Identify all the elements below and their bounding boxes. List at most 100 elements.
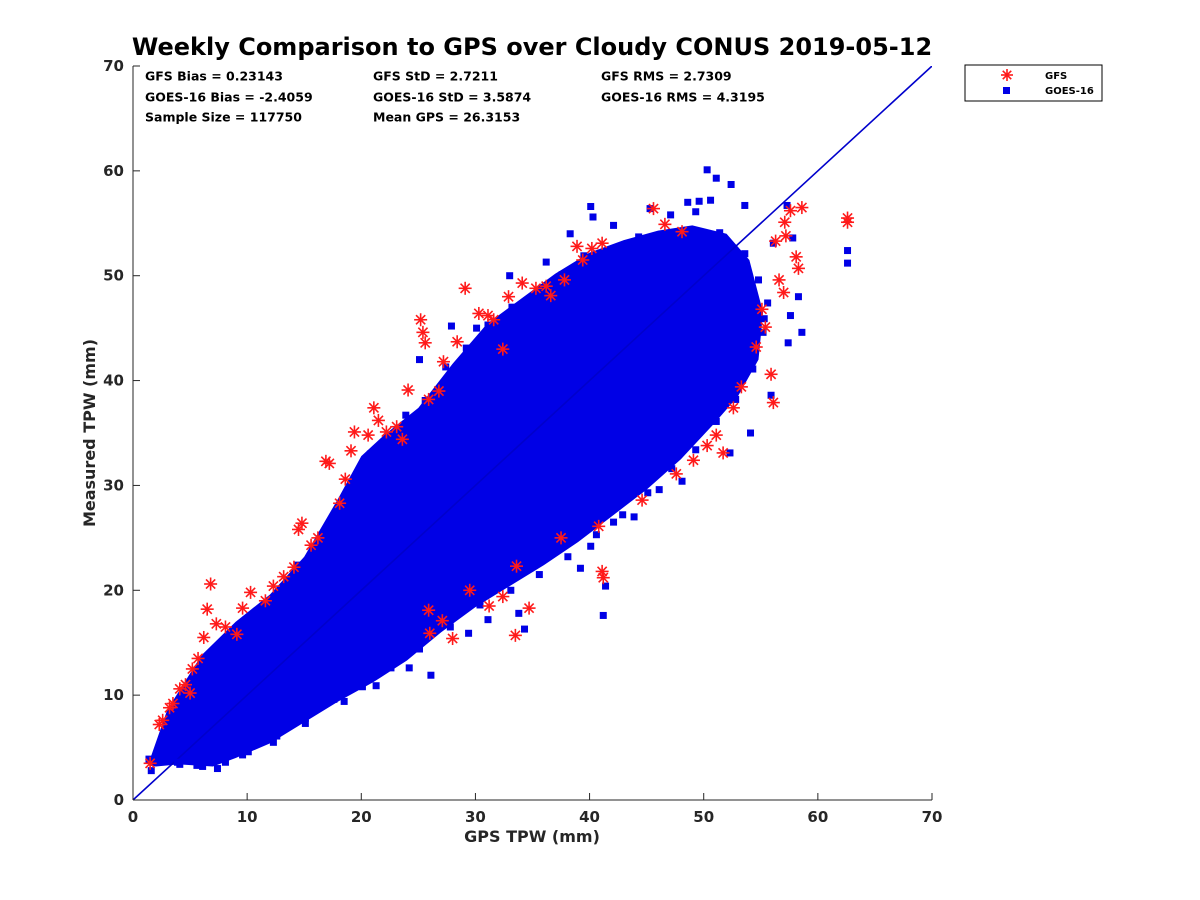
goes16-point: [644, 489, 652, 497]
goes16-point: [542, 258, 550, 266]
goes16-point: [189, 695, 197, 703]
gfs-point: [726, 401, 740, 415]
goes16-point: [353, 476, 361, 484]
reference-line: [133, 66, 932, 800]
gfs-point: [197, 630, 211, 644]
gfs-point: [779, 229, 793, 243]
y-tick-label: 30: [103, 476, 124, 494]
gfs-point: [379, 425, 393, 439]
goes16-point: [535, 571, 543, 579]
goes16-point: [783, 201, 791, 209]
gfs-point: [463, 583, 477, 597]
goes16-point: [764, 299, 772, 307]
x-tick-label: 60: [807, 808, 828, 826]
goes16-point: [273, 732, 281, 740]
gfs-point: [576, 253, 590, 267]
goes16-point: [749, 365, 757, 373]
gfs-point: [544, 289, 558, 303]
goes16-point: [224, 649, 232, 657]
goes16-point: [732, 395, 740, 403]
gfs-point: [496, 342, 510, 356]
gfs-point: [191, 651, 205, 665]
gfs-point: [554, 531, 568, 545]
gfs-point: [496, 590, 510, 604]
gfs-point: [416, 325, 430, 339]
goes16-point: [632, 241, 640, 249]
goes16-point: [606, 247, 614, 255]
goes16-point: [325, 521, 333, 529]
goes16-point: [716, 229, 724, 237]
gfs-point: [344, 444, 358, 458]
goes16-point: [301, 719, 309, 727]
goes16-point: [385, 432, 393, 440]
x-tick-label: 40: [579, 808, 600, 826]
goes16-point: [161, 750, 169, 758]
gfs-point: [795, 201, 809, 215]
gfs-point: [481, 309, 495, 323]
goes16-point: [786, 312, 794, 320]
density-cloud: [147, 225, 764, 767]
goes16-point: [657, 236, 665, 244]
y-tick-label: 70: [103, 57, 124, 75]
gfs-point: [658, 217, 672, 231]
series-goes16-points: [145, 166, 852, 775]
goes16-point: [712, 417, 720, 425]
goes16-point: [506, 272, 514, 280]
goes16-point: [145, 755, 153, 763]
gfs-point: [418, 336, 432, 350]
x-ticks: 0 10 20 30 40 50 60 70: [128, 793, 942, 826]
goes16-point: [727, 180, 735, 188]
y-tick-label: 40: [103, 372, 124, 390]
gfs-point: [266, 579, 280, 593]
x-tick-label: 10: [237, 808, 258, 826]
goes16-point: [293, 561, 301, 569]
goes16-point: [686, 231, 694, 239]
goes16-point: [533, 288, 541, 296]
goes16-point: [507, 586, 515, 594]
goes16-point: [759, 328, 767, 336]
gfs-point: [347, 425, 361, 439]
gfs-point: [769, 234, 783, 248]
goes16-point: [707, 196, 715, 204]
goes16-point: [602, 582, 610, 590]
goes16-point: [589, 213, 597, 221]
goes16-point: [587, 203, 595, 211]
legend-marker-gfs: [1001, 69, 1013, 81]
gfs-point: [390, 420, 404, 434]
gfs-point: [482, 599, 496, 613]
goes16-point: [179, 710, 187, 718]
gfs-point: [204, 577, 218, 591]
goes16-point: [153, 753, 161, 761]
goes16-point: [279, 590, 287, 598]
gfs-point: [277, 570, 291, 584]
goes16-point: [447, 322, 455, 330]
x-tick-label: 20: [351, 808, 372, 826]
goes16-point: [301, 714, 309, 722]
gfs-point: [200, 602, 214, 616]
goes16-point: [599, 611, 607, 619]
gfs-point: [338, 472, 352, 486]
y-tick-label: 50: [103, 267, 124, 285]
goes16-point: [566, 230, 574, 238]
stats-block: GFS Bias = 0.23143 GFS StD = 2.7211 GFS RM…: [145, 69, 765, 125]
goes16-point: [402, 411, 410, 419]
goes16-point: [236, 629, 244, 637]
gfs-point: [635, 493, 649, 507]
goes16-point: [576, 564, 584, 572]
legend-box: [964, 64, 1103, 102]
gfs-point: [522, 601, 536, 615]
goes16-point: [442, 363, 450, 371]
gfs-point: [778, 215, 792, 229]
stat-line: GFS StD = 2.7211: [373, 69, 498, 84]
gfs-point: [258, 594, 272, 608]
gfs-point: [529, 281, 543, 295]
gfs-point: [311, 531, 325, 545]
x-tick-label: 30: [465, 808, 486, 826]
goes16-point: [558, 271, 566, 279]
goes16-density-region: [147, 225, 764, 767]
goes16-point: [587, 542, 595, 550]
goes16-point: [199, 678, 207, 686]
goes16-point: [264, 603, 272, 611]
legend-marker-goes16: [1003, 87, 1010, 94]
goes16-point: [668, 465, 676, 473]
